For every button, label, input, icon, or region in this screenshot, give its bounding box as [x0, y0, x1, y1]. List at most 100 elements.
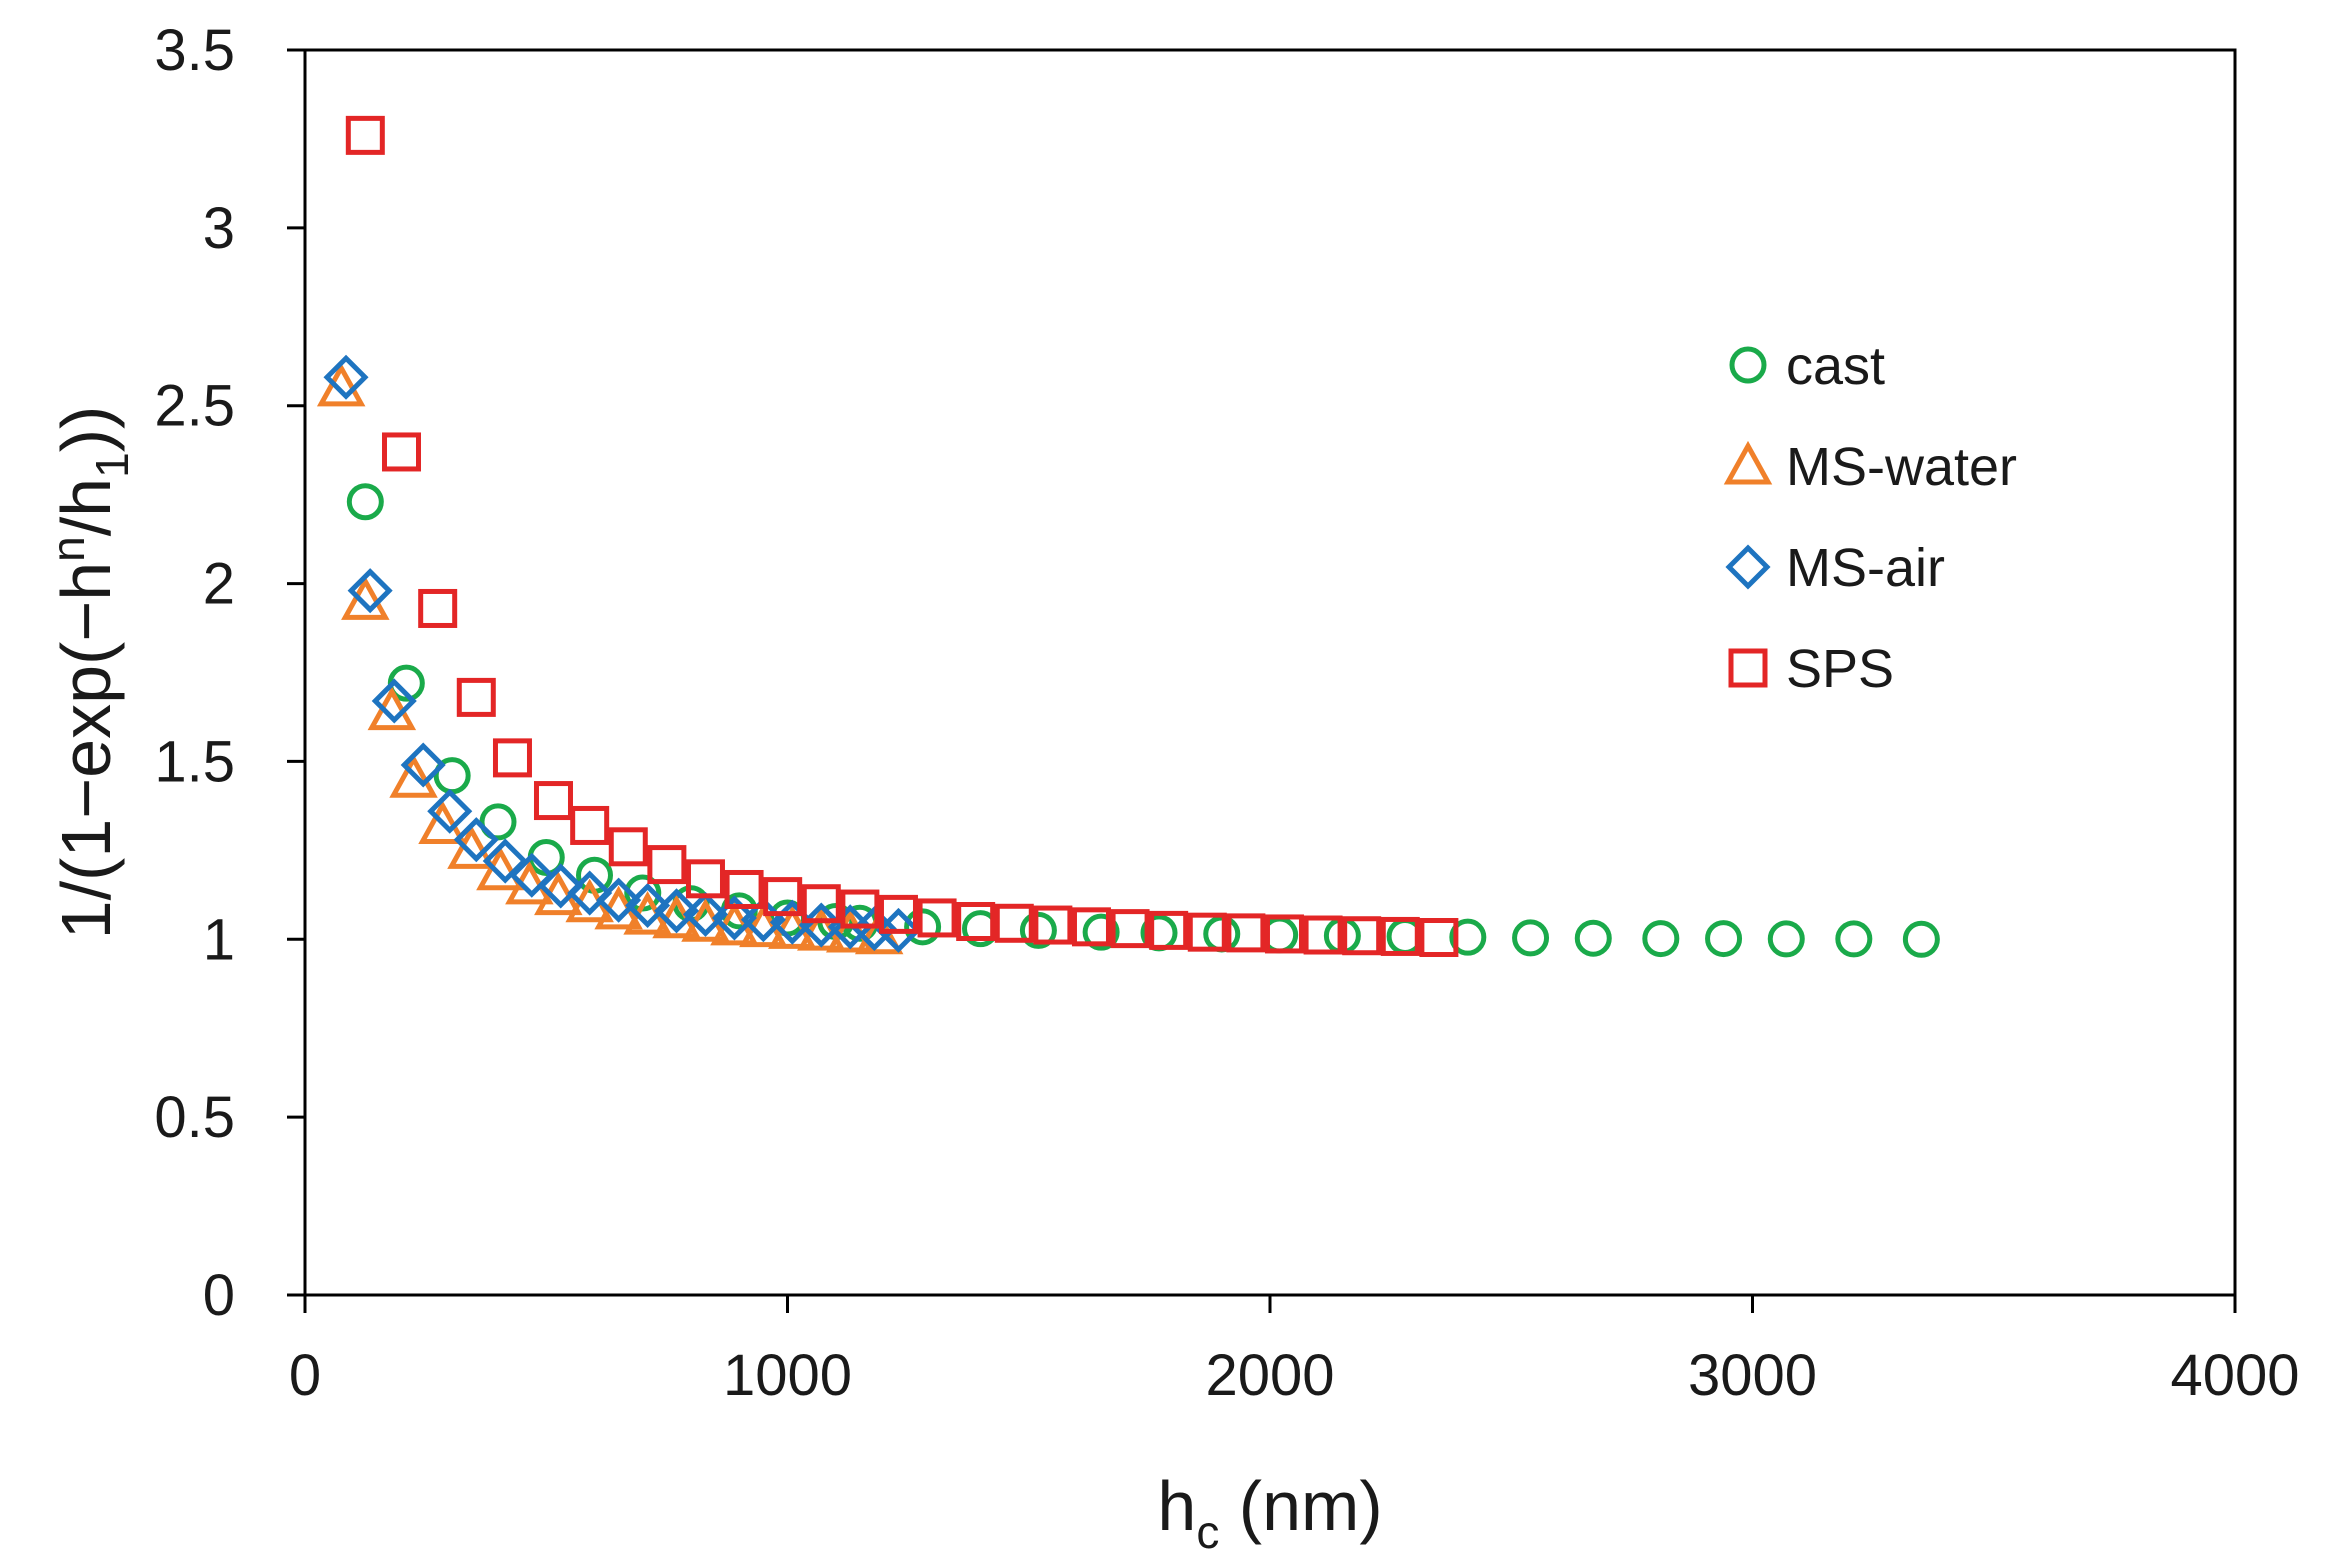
- y-axis-title-pre: 1/(1−exp(−h: [47, 562, 125, 939]
- data-point: [1380, 916, 1420, 956]
- data-point: [570, 805, 610, 845]
- data-point: [724, 869, 764, 909]
- y-tick-label: 0: [203, 1263, 235, 1328]
- data-series: [316, 115, 1940, 958]
- data-point: [418, 588, 458, 628]
- y-tick-label: 0.5: [154, 1085, 235, 1150]
- data-point: [509, 852, 555, 898]
- data-point: [917, 898, 957, 938]
- legend-marker: [1728, 648, 1768, 688]
- y-axis-title-post: )): [47, 406, 125, 453]
- x-axis-title: hc (nm): [1157, 1467, 1382, 1558]
- x-axis-title-rest: (nm): [1219, 1467, 1382, 1545]
- legend: cast MS-water MS-air SPS: [1723, 336, 2017, 699]
- data-point: [371, 678, 417, 724]
- data-point: [567, 870, 613, 916]
- data-point: [875, 907, 922, 953]
- data-point: [347, 568, 393, 614]
- y-tick-label: 2.5: [154, 374, 235, 439]
- x-axis-title-base: h: [1157, 1467, 1196, 1545]
- data-point: [533, 781, 573, 821]
- data-point: [801, 884, 841, 924]
- data-point: [1902, 920, 1940, 958]
- y-axis-title-mid: /h: [47, 478, 125, 536]
- data-point: [1033, 905, 1073, 945]
- data-point: [685, 859, 725, 899]
- data-point: [316, 362, 366, 407]
- data-point: [763, 877, 803, 917]
- series-sps: [345, 115, 1459, 958]
- x-tick-label: 3000: [1688, 1343, 1817, 1408]
- data-point: [427, 788, 473, 834]
- data-point: [653, 888, 700, 934]
- data-point: [453, 817, 499, 863]
- data-point: [682, 891, 729, 937]
- data-point: [711, 895, 757, 941]
- y-axis-title: 1/(1−exp(−hn/h1)): [42, 406, 138, 940]
- data-point: [447, 825, 496, 869]
- x-tick-label: 0: [289, 1343, 321, 1408]
- y-tick-label: 1.5: [154, 729, 235, 794]
- legend-label: MS-water: [1786, 437, 2017, 497]
- x-axis-title-subscript: c: [1196, 1506, 1219, 1558]
- data-point: [1226, 913, 1266, 953]
- data-point: [840, 889, 880, 929]
- data-point: [323, 354, 369, 400]
- data-point: [1449, 918, 1487, 956]
- data-point: [1082, 913, 1120, 951]
- data-point: [476, 846, 525, 891]
- data-point: [345, 115, 385, 155]
- data-point: [389, 754, 438, 798]
- y-tick-label: 2: [203, 552, 235, 617]
- data-point: [482, 838, 528, 884]
- x-tick-label: 1000: [723, 1343, 852, 1408]
- data-point: [1574, 919, 1612, 957]
- data-point: [1835, 920, 1873, 958]
- y-tick-label: 1: [203, 907, 235, 972]
- data-point: [956, 902, 996, 941]
- data-point: [878, 894, 918, 934]
- data-point: [1149, 910, 1189, 950]
- data-point: [608, 827, 648, 867]
- data-point: [1767, 920, 1805, 958]
- data-point: [1419, 918, 1459, 958]
- data-point: [456, 677, 496, 717]
- legend-marker: [1725, 544, 1771, 590]
- data-point: [1303, 915, 1343, 955]
- data-point: [538, 863, 584, 909]
- data-point: [1642, 920, 1680, 958]
- legend-label: cast: [1786, 336, 1885, 396]
- data-point: [492, 738, 532, 778]
- data-point: [1071, 907, 1111, 947]
- x-axis-ticks: 0 1000 2000 3000 4000: [289, 1295, 2300, 1408]
- data-point: [1187, 912, 1227, 952]
- y-axis-title-subscript: 1: [86, 452, 138, 478]
- legend-marker: [1723, 440, 1773, 485]
- legend-label: MS-air: [1786, 538, 1945, 598]
- y-axis-ticks: 0 0.5 1 1.5 2 2.5 3 3.5: [154, 18, 305, 1328]
- data-point: [346, 483, 384, 521]
- data-point: [479, 803, 517, 841]
- x-tick-label: 4000: [2170, 1343, 2299, 1408]
- x-tick-label: 2000: [1205, 1343, 1334, 1408]
- legend-item: MS-air: [1725, 538, 1945, 598]
- data-point: [1342, 916, 1382, 956]
- data-point: [400, 742, 446, 788]
- data-point: [1110, 909, 1150, 949]
- y-tick-label: 3.5: [154, 18, 235, 83]
- legend-item: cast: [1729, 336, 1885, 396]
- data-point: [625, 882, 671, 929]
- data-point: [341, 576, 390, 620]
- legend-item: MS-water: [1723, 437, 2017, 497]
- data-point: [382, 432, 421, 472]
- y-axis-title-superscript: n: [42, 536, 94, 562]
- data-point: [418, 800, 467, 844]
- data-point: [1264, 914, 1304, 954]
- legend-marker: [1729, 346, 1767, 384]
- y-tick-label: 3: [203, 196, 235, 261]
- data-point: [596, 877, 642, 923]
- legend-label: SPS: [1786, 639, 1894, 699]
- data-point: [904, 908, 942, 946]
